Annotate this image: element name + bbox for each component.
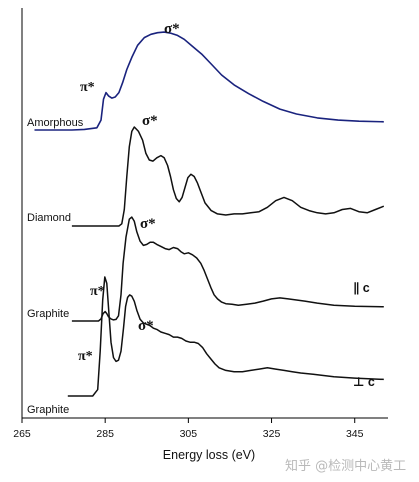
chart-axes bbox=[21, 8, 388, 419]
sigma-star-label: σ* bbox=[138, 318, 154, 334]
sigma-star-label: σ* bbox=[164, 21, 180, 37]
series-line-3 bbox=[71, 216, 384, 322]
series-name-label: Diamond bbox=[27, 212, 71, 224]
orientation-annotation: ∥ c bbox=[353, 281, 370, 295]
x-axis-label: Energy loss (eV) bbox=[163, 448, 255, 462]
series-line-1 bbox=[34, 31, 384, 131]
orientation-annotation: ⊥ c bbox=[353, 375, 375, 389]
series-name-label: Graphite bbox=[27, 404, 69, 416]
sigma-star-label: σ* bbox=[140, 216, 156, 232]
x-tick-label: 305 bbox=[180, 428, 198, 440]
series-line-2 bbox=[71, 126, 385, 227]
x-tick-label: 325 bbox=[263, 428, 281, 440]
watermark-text: 知乎 @检测中心黄工 bbox=[285, 459, 407, 474]
pi-star-label: π* bbox=[90, 284, 105, 299]
series-name-label: Amorphous bbox=[27, 117, 84, 129]
series-line-4 bbox=[67, 276, 384, 397]
series-name-label: Graphite bbox=[27, 308, 69, 320]
pi-star-label: π* bbox=[78, 349, 93, 364]
spectra-plot bbox=[34, 31, 385, 397]
x-tick-label: 345 bbox=[346, 428, 364, 440]
pi-star-label: π* bbox=[80, 80, 95, 95]
x-tick-label: 265 bbox=[13, 428, 31, 440]
x-axis-ticks: 265 285 305 325 345 bbox=[13, 418, 364, 440]
peak-annotations: Amorphous Diamond Graphite Graphite ∥ c ⊥ c π*… bbox=[27, 21, 375, 416]
x-tick-label: 285 bbox=[96, 428, 114, 440]
sigma-star-label: σ* bbox=[142, 113, 158, 129]
